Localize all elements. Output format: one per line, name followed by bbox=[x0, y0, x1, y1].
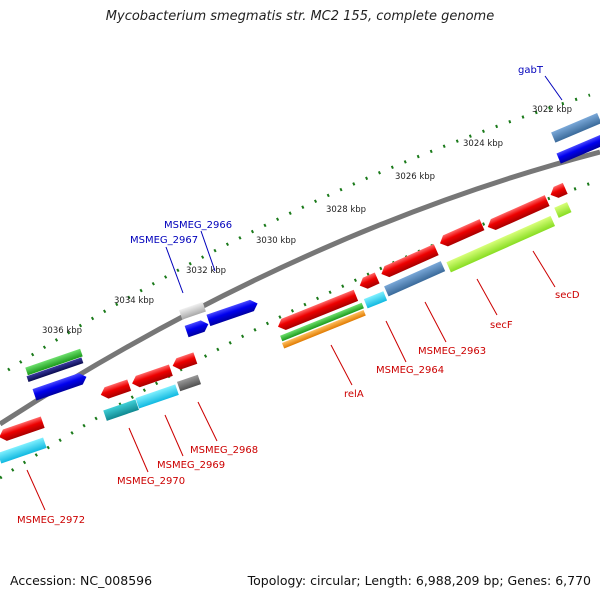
tick-label-3022: 3022 kbp bbox=[532, 105, 572, 115]
MSMEG_2968-cds[interactable] bbox=[171, 352, 198, 371]
MSMEG_2963-cds[interactable] bbox=[438, 219, 485, 249]
gabT-cds[interactable] bbox=[556, 133, 600, 164]
MSMEG_2968-dark-bar[interactable] bbox=[176, 374, 202, 392]
MSMEG_2970-teal-bar[interactable] bbox=[103, 399, 139, 421]
MSMEG_2966-callout bbox=[200, 230, 216, 272]
MSMEG_2963-callout bbox=[424, 301, 447, 343]
accession-text: Accession: NC_008596 bbox=[10, 573, 153, 588]
tick-label-3026: 3026 kbp bbox=[395, 172, 435, 182]
MSMEG_2969-cds[interactable] bbox=[130, 364, 173, 389]
tick-label-3028: 3028 kbp bbox=[326, 205, 366, 215]
MSMEG_2964-red-cds[interactable] bbox=[357, 272, 380, 291]
secF-label[interactable]: secF bbox=[490, 320, 513, 331]
genome-backbone bbox=[0, 149, 600, 427]
map-title: Mycobacterium smegmatis str. MC2 155, co… bbox=[105, 9, 495, 24]
gabT-homology-bar[interactable] bbox=[551, 113, 600, 143]
MSMEG_2967-label[interactable]: MSMEG_2967 bbox=[130, 235, 198, 246]
MSMEG_2967-cds[interactable] bbox=[184, 318, 211, 338]
tick-label-3024: 3024 kbp bbox=[463, 139, 503, 149]
MSMEG_2967-gray-bar[interactable] bbox=[179, 302, 206, 320]
MSMEG_2967-callout bbox=[165, 246, 184, 294]
tick-label-3032: 3032 kbp bbox=[186, 266, 226, 276]
MSMEG_2970-label[interactable]: MSMEG_2970 bbox=[117, 476, 185, 487]
relA-cds[interactable] bbox=[276, 289, 359, 333]
MSMEG_2966-label[interactable]: MSMEG_2966 bbox=[164, 220, 232, 231]
MSMEG_2972-cyan-bar[interactable] bbox=[0, 437, 47, 464]
MSMEG_2966-cds[interactable] bbox=[206, 298, 259, 327]
MSMEG_2964-callout bbox=[385, 320, 407, 363]
secF-lime-bar[interactable] bbox=[446, 215, 556, 273]
secD-small-cds[interactable] bbox=[548, 182, 568, 200]
gabT-callout bbox=[544, 75, 563, 101]
gabT-label[interactable]: gabT bbox=[518, 65, 544, 76]
MSMEG_2972-label[interactable]: MSMEG_2972 bbox=[17, 515, 85, 526]
left-navy-bar[interactable] bbox=[26, 357, 84, 382]
tick-label-3030: 3030 kbp bbox=[256, 236, 296, 246]
relA-label[interactable]: relA bbox=[344, 389, 364, 400]
MSMEG_2969-callout bbox=[164, 414, 184, 457]
MSMEG_2970-cds[interactable] bbox=[99, 379, 132, 400]
MSMEG_2968-callout bbox=[197, 401, 218, 442]
MSMEG_2972-callout bbox=[26, 469, 46, 511]
MSMEG_2969-cyan-bar[interactable] bbox=[135, 384, 179, 409]
reverse-track bbox=[0, 182, 572, 464]
secD-label[interactable]: secD bbox=[555, 290, 580, 301]
secF-cds[interactable] bbox=[485, 195, 550, 232]
left-blue-cds[interactable] bbox=[32, 371, 89, 401]
MSMEG_2964-cyan-bar[interactable] bbox=[363, 291, 388, 309]
topology-text: Topology: circular; Length: 6,988,209 bp… bbox=[247, 573, 591, 588]
secD-callout bbox=[532, 250, 556, 288]
relA-green-bar[interactable] bbox=[280, 302, 364, 342]
reverse-labels: secD secF MSMEG_2963 MSMEG_2964 relA MSM… bbox=[17, 250, 580, 526]
MSMEG_2963-steel-bar[interactable] bbox=[384, 261, 446, 297]
left-green-bar[interactable] bbox=[25, 348, 83, 376]
MSMEG_2968-label[interactable]: MSMEG_2968 bbox=[190, 445, 258, 456]
relA-orange-bar[interactable] bbox=[281, 309, 366, 349]
MSMEG_2969-label[interactable]: MSMEG_2969 bbox=[157, 460, 225, 471]
MSMEG_2963-label[interactable]: MSMEG_2963 bbox=[418, 346, 486, 357]
secD-lime-bar[interactable] bbox=[554, 202, 572, 218]
relA-callout bbox=[330, 344, 353, 386]
MSMEG_2972-cds[interactable] bbox=[0, 416, 45, 443]
secF-callout bbox=[476, 278, 498, 316]
MSMEG_2963-red-cds[interactable] bbox=[379, 244, 439, 279]
tick-label-3036: 3036 kbp bbox=[42, 326, 82, 336]
MSMEG_2970-callout bbox=[128, 427, 149, 473]
forward-track bbox=[25, 113, 600, 401]
MSMEG_2964-label[interactable]: MSMEG_2964 bbox=[376, 365, 444, 376]
forward-labels: gabT MSMEG_2966 MSMEG_2967 bbox=[130, 65, 563, 294]
tick-label-3034: 3034 kbp bbox=[114, 296, 154, 306]
tick-dots-inner bbox=[0, 178, 600, 480]
